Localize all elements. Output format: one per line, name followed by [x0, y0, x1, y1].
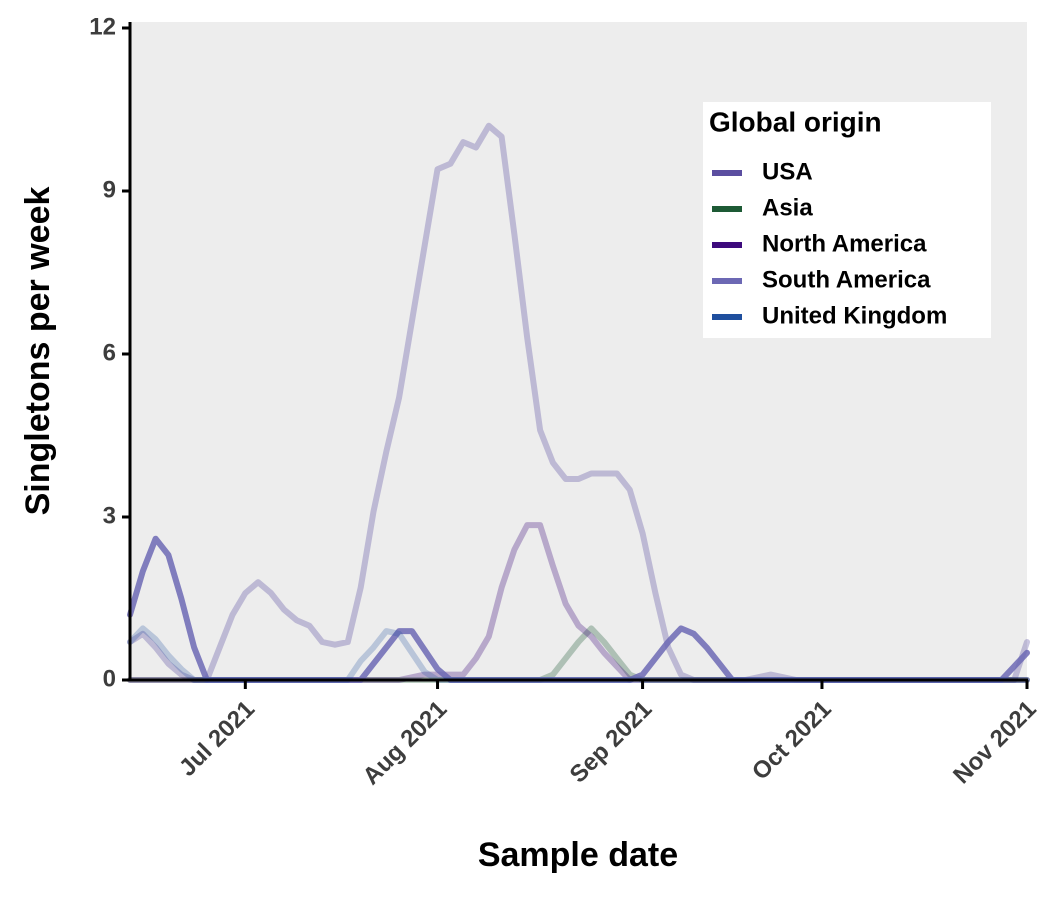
legend-label: North America — [762, 230, 927, 257]
y-axis-label: Singletons per week — [19, 187, 57, 516]
legend: Global origin USA Asia North America South … — [703, 102, 991, 338]
x-tick-label: Aug 2021 — [358, 696, 453, 791]
x-tick-label: Oct 2021 — [747, 696, 837, 786]
legend-title: Global origin — [709, 106, 882, 137]
legend-label: South America — [762, 266, 931, 293]
y-tick-label: 0 — [103, 665, 116, 692]
y-tick-label: 9 — [103, 176, 116, 203]
y-tick-label: 6 — [103, 339, 116, 366]
x-axis-label: Sample date — [478, 836, 678, 874]
legend-box — [703, 102, 991, 338]
x-tick-label: Jul 2021 — [174, 696, 260, 782]
legend-label: United Kingdom — [762, 302, 947, 329]
y-tick-label: 3 — [103, 502, 116, 529]
x-tick-label: Sep 2021 — [565, 696, 658, 789]
x-tick-label: Nov 2021 — [948, 696, 1042, 790]
legend-label: Asia — [762, 194, 813, 221]
y-tick-label: 12 — [89, 13, 116, 40]
legend-label: USA — [762, 158, 813, 185]
